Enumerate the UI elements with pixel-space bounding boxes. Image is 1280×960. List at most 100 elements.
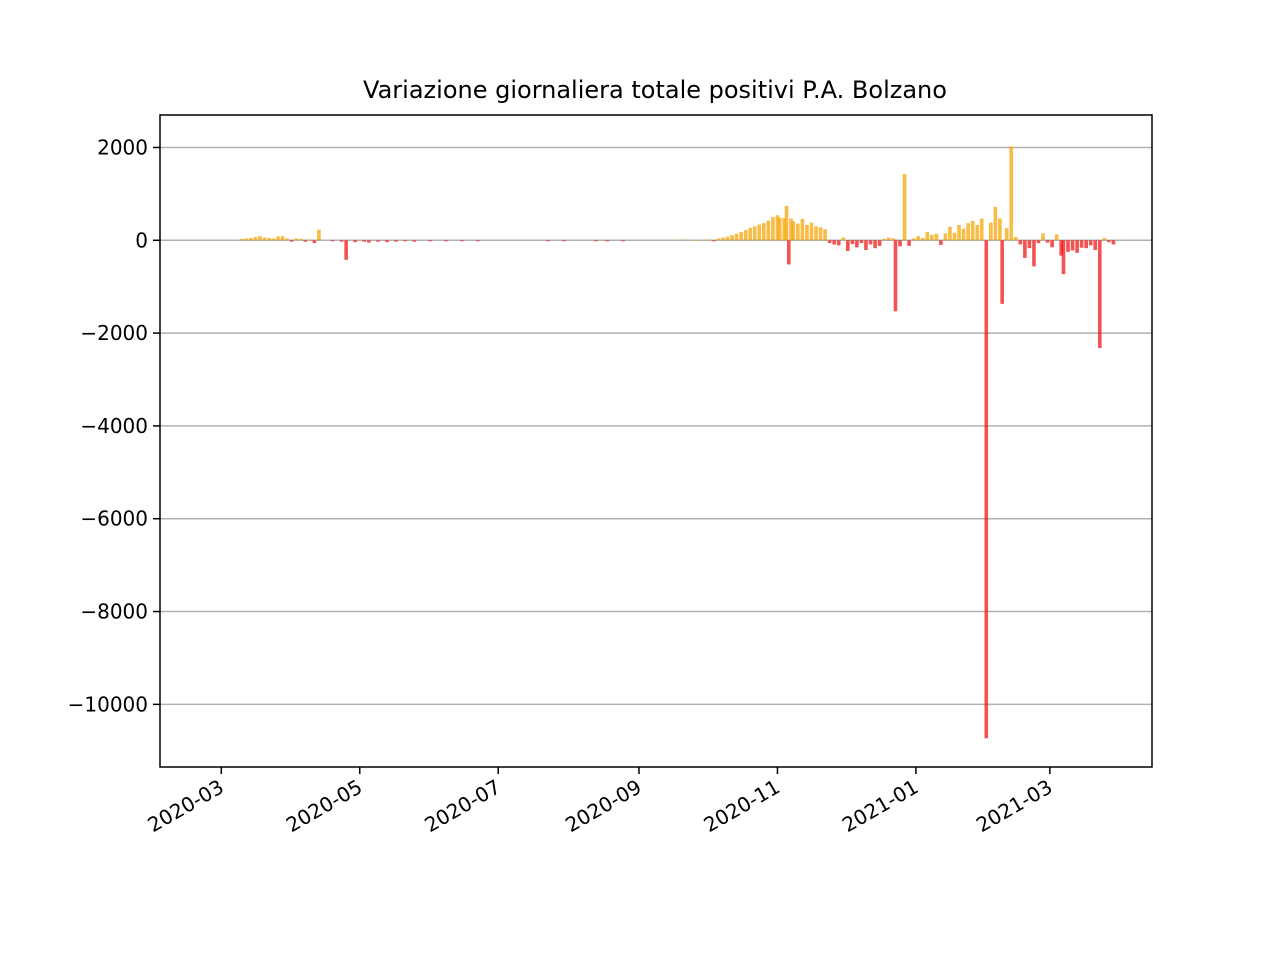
y-tick-label: 0 xyxy=(135,228,148,252)
bar xyxy=(1050,240,1054,248)
bar xyxy=(1013,237,1018,241)
bar xyxy=(705,239,709,241)
bar xyxy=(239,238,244,241)
bar xyxy=(298,238,303,241)
bar xyxy=(823,229,827,241)
gridlines xyxy=(160,146,1152,706)
bar xyxy=(961,228,966,241)
bar xyxy=(362,240,367,242)
bar xyxy=(262,237,267,241)
bar xyxy=(966,223,970,241)
bar xyxy=(253,237,258,241)
bar xyxy=(800,218,805,241)
bar xyxy=(248,237,253,241)
bar xyxy=(1045,240,1050,243)
bar xyxy=(1097,240,1102,348)
x-tick-label: 2021-01 xyxy=(838,775,922,838)
bar xyxy=(734,233,739,241)
bar xyxy=(1018,240,1023,245)
bar xyxy=(925,231,930,241)
bar xyxy=(339,240,344,242)
bar xyxy=(827,240,832,244)
bar xyxy=(891,238,896,241)
x-tick-label: 2021-03 xyxy=(972,775,1056,838)
bar xyxy=(403,240,407,242)
bar xyxy=(680,239,684,241)
bar xyxy=(898,240,902,247)
bar xyxy=(605,240,610,242)
plot-frame xyxy=(159,114,1153,768)
bar xyxy=(1111,240,1116,245)
bar xyxy=(621,240,625,242)
bar xyxy=(775,215,780,241)
chart-title: Variazione giornaliera totale positivi P… xyxy=(363,76,947,104)
x-tick-label: 2020-05 xyxy=(282,775,366,838)
bar xyxy=(696,239,700,241)
bar xyxy=(762,223,766,241)
bar xyxy=(805,224,809,241)
bar xyxy=(893,240,898,312)
bar xyxy=(353,240,358,243)
bar xyxy=(789,218,793,241)
bar xyxy=(916,236,921,241)
bar xyxy=(725,236,730,241)
bar xyxy=(975,224,980,241)
bar xyxy=(911,238,916,241)
bar xyxy=(836,240,841,246)
bar xyxy=(850,240,855,245)
y-axis: 2000 0 −2000 −4000 −6000 −8000 −10000 xyxy=(68,135,160,716)
x-tick-label: 2020-09 xyxy=(561,775,645,838)
bar xyxy=(864,240,868,251)
bar xyxy=(1061,240,1066,275)
bar xyxy=(1032,240,1036,267)
bar xyxy=(1004,228,1009,241)
bar xyxy=(907,240,911,246)
bar xyxy=(1054,234,1059,241)
bar xyxy=(841,237,846,241)
bar xyxy=(948,226,952,241)
bar xyxy=(846,240,850,251)
bar xyxy=(743,230,748,241)
bar xyxy=(998,218,1002,241)
bar xyxy=(1088,240,1093,246)
bar xyxy=(258,236,262,241)
bar xyxy=(1070,240,1075,251)
bar xyxy=(886,237,891,241)
bar xyxy=(394,240,398,242)
bar xyxy=(1059,240,1064,256)
bar xyxy=(444,240,448,242)
bar xyxy=(952,232,957,241)
bar xyxy=(1084,240,1088,249)
bar xyxy=(712,240,716,242)
bar xyxy=(428,240,432,242)
bar xyxy=(989,222,993,241)
bar xyxy=(855,240,859,248)
y-tick-label: −10000 xyxy=(68,692,148,716)
bar xyxy=(1102,237,1107,241)
bar xyxy=(993,206,998,241)
bar xyxy=(244,238,249,241)
bar xyxy=(1027,240,1032,249)
x-tick-label: 2020-11 xyxy=(700,775,784,838)
bar xyxy=(1066,240,1070,252)
bar xyxy=(385,240,389,243)
bar xyxy=(809,222,814,241)
bar xyxy=(771,217,775,241)
y-tick-label: −2000 xyxy=(80,321,148,345)
bar xyxy=(289,240,294,242)
bar xyxy=(782,218,787,241)
bar xyxy=(716,238,721,241)
bar xyxy=(832,240,837,245)
x-tick-label: 2020-03 xyxy=(143,775,227,838)
bar xyxy=(280,236,285,241)
bar xyxy=(818,227,823,241)
bar xyxy=(330,240,335,242)
bar xyxy=(970,220,975,241)
bar xyxy=(294,238,299,241)
bar xyxy=(460,240,464,242)
bar xyxy=(267,237,271,241)
bar xyxy=(739,231,743,241)
bars xyxy=(239,146,1116,739)
bar xyxy=(748,227,753,241)
bar xyxy=(721,237,725,241)
